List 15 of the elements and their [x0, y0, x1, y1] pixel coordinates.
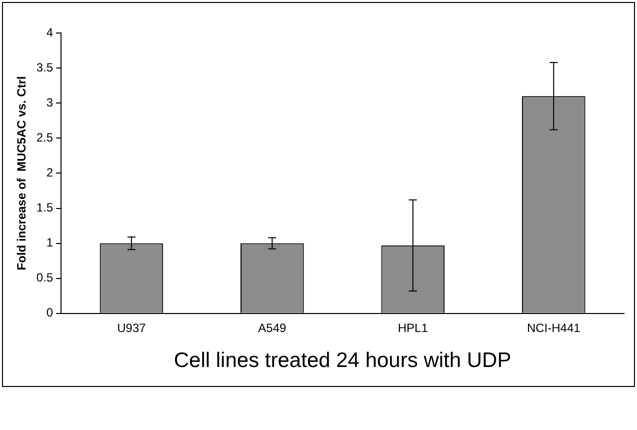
- x-tick-label: NCI-H441: [526, 320, 581, 335]
- y-tick-label: 1.5: [36, 200, 54, 215]
- y-tick-label: 0: [46, 306, 54, 320]
- x-tick-label: HPL1: [398, 320, 428, 335]
- x-axis-title: Cell lines treated 24 hours with UDP: [174, 349, 512, 372]
- y-axis-title: Fold increase of MUC5AC vs. Ctrl: [14, 76, 29, 270]
- x-tick-label: U937: [117, 320, 146, 335]
- y-tick-label: 3.5: [36, 60, 54, 74]
- y-tick-label: 3: [46, 95, 54, 110]
- y-tick-label: 4: [46, 25, 54, 40]
- y-tick-label: 0.5: [36, 270, 54, 285]
- x-tick-label: A549: [258, 320, 287, 335]
- y-tick-label: 2.5: [36, 130, 54, 144]
- y-tick-label: 2: [46, 166, 54, 180]
- y-tick-label: 1: [46, 236, 54, 250]
